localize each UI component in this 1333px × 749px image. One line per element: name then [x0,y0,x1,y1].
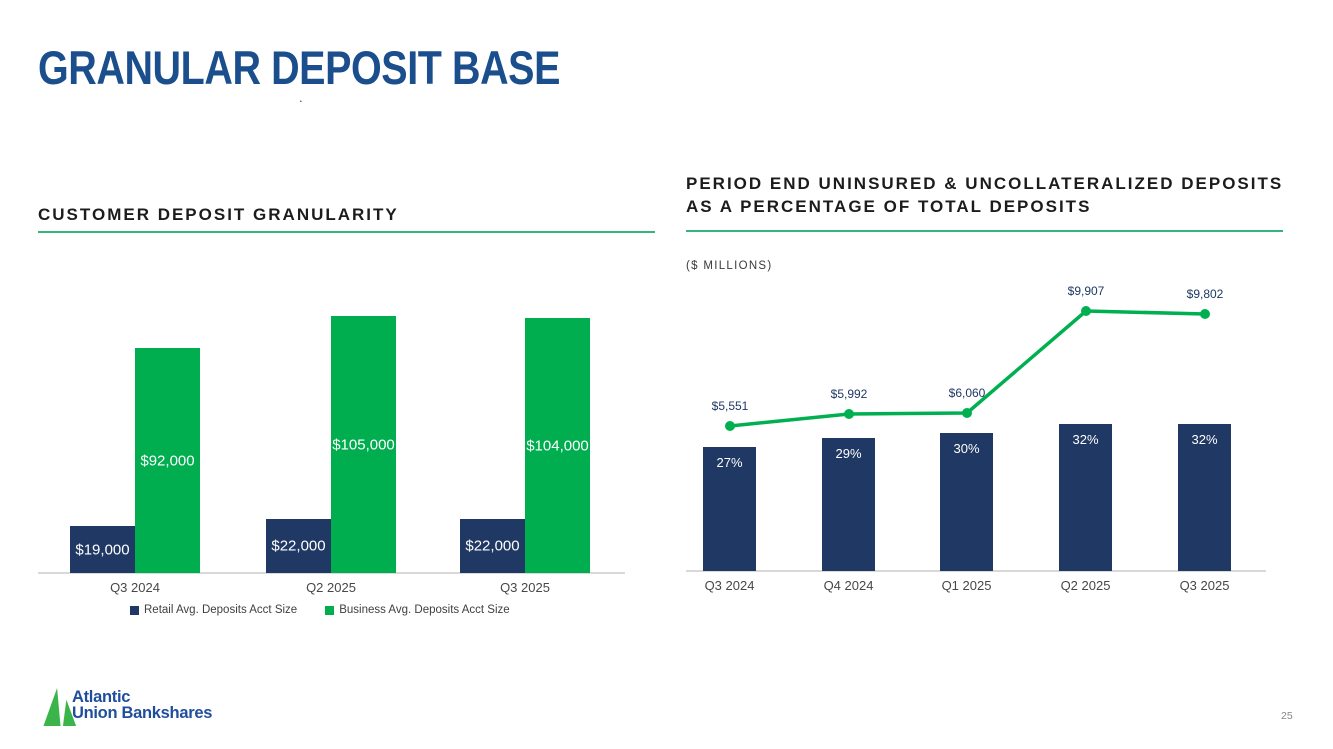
left-x-axis-label: Q3 2025 [500,580,550,595]
logo-brand-line1: Atlantic [72,688,131,706]
title-dot: . [299,90,303,105]
right-x-axis-label: Q3 2025 [1179,578,1230,593]
left-x-axis-label: Q2 2025 [306,580,356,595]
logo-brand-line2: Union Bankshares [72,703,213,722]
business-bar-3: $104,000 [525,318,590,573]
left-x-axis-line [38,572,625,574]
atlantic-union-logo-text: Atlantic Union Bankshares [72,687,212,721]
retail-bar-3: $22,000 [460,519,525,573]
business-bar-1: $92,000 [135,348,200,573]
right-x-axis-label: Q3 2024 [704,578,755,593]
right-title-underline [686,230,1283,232]
left-x-axis-label: Q3 2024 [110,580,160,595]
left-chart-title: CUSTOMER DEPOSIT GRANULARITY [38,205,399,224]
line-marker-icon [725,421,735,431]
footer: Atlantic Union Bankshares [42,687,212,726]
bar-percent-label: 32% [1191,432,1218,447]
line-marker-icon [1081,306,1091,316]
line-marker-icon [844,409,854,419]
atlantic-union-logo-icon [43,687,77,726]
line-marker-icon [962,408,972,418]
legend-item: Retail Avg. Deposits Acct Size [130,604,297,616]
logo-peak-right [62,699,77,726]
units-label: ($ MILLIONS) [686,260,773,272]
bar-percent-label: 32% [1072,432,1099,447]
right-x-axis-label: Q4 2024 [823,578,874,593]
legend-label: Business Avg. Deposits Acct Size [339,604,510,616]
bar-value-label: $22,000 [465,537,520,555]
pct-bar-2: 29% [822,438,875,571]
line-value-label: $9,907 [1067,284,1105,298]
logo-peak-left [43,687,61,726]
page-number: 25 [1281,710,1293,722]
bar-percent-label: 30% [953,441,980,456]
right-chart-title-line2: AS A PERCENTAGE OF TOTAL DEPOSITS [686,197,1092,216]
slide-title: GRANULAR DEPOSIT BASE [38,41,561,94]
bar-percent-label: 29% [835,446,862,461]
line-value-label: $5,551 [711,399,749,413]
right-x-axis-label: Q2 2025 [1060,578,1111,593]
pct-bar-5: 32% [1178,424,1231,571]
legend-item: Business Avg. Deposits Acct Size [325,604,510,616]
line-value-label: $6,060 [948,386,986,400]
pct-bar-3: 30% [940,433,993,571]
deposits-line-series [725,306,1210,431]
bar-value-label: $92,000 [140,452,195,469]
legend-swatch-icon [325,605,335,615]
right-chart-title-line1: PERIOD END UNINSURED & UNCOLLATERALIZED … [686,174,1284,193]
right-chart-title: PERIOD END UNINSURED & UNCOLLATERALIZED … [686,172,1283,218]
right-x-axis-label: Q1 2025 [941,578,992,593]
pct-bar-4: 32% [1059,424,1112,571]
bar-value-label: $19,000 [75,541,130,558]
line-value-label: $9,802 [1186,287,1224,301]
bar-value-label: $104,000 [526,437,589,454]
uninsured-deposits-chart: 27% Q3 2024 29% Q4 2024 30% Q1 2025 32% Q2 2025… [686,280,1278,593]
legend-swatch-icon [130,605,139,615]
business-bar-2: $105,000 [331,316,396,573]
right-x-axis-line [686,570,1266,572]
bar-percent-label: 27% [716,455,743,470]
legend-label: Retail Avg. Deposits Acct Size [144,604,298,616]
customer-deposit-granularity-chart: $19,000 $92,000 Q3 2024 $22,000 $105,000 Q2 2… [38,300,628,595]
retail-bar-2: $22,000 [266,519,331,573]
line-value-label: $5,992 [830,387,868,401]
bar-value-label: $105,000 [332,436,395,453]
bar-value-label: $22,000 [271,537,326,555]
line-marker-icon [1200,309,1210,319]
retail-bar-1: $19,000 [70,526,135,573]
left-chart-legend: Retail Avg. Deposits Acct Size Business A… [130,604,510,616]
left-title-underline [38,231,655,233]
pct-bar-1: 27% [703,447,756,571]
